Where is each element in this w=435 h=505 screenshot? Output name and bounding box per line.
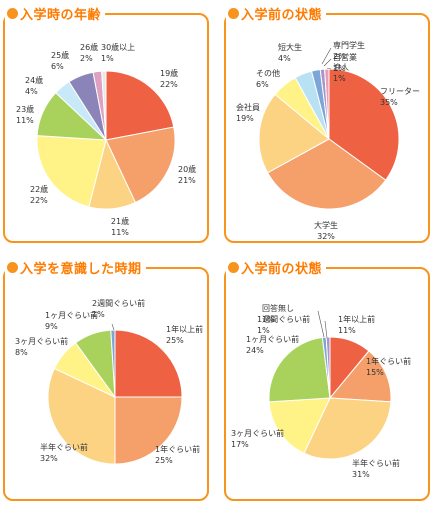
bullet-icon — [228, 262, 239, 273]
pie-slice-0-20歳 — [105, 126, 176, 204]
slice-label-1-その他: その他 6% — [256, 68, 280, 89]
pie-slice-3-3ヶ月ぐらい前 — [268, 397, 331, 454]
pie-slice-2-1年以上前 — [114, 329, 183, 398]
slice-label-3-回答無し: 回答無し 1% — [262, 303, 294, 324]
slice-label-0-22歳: 22歳 22% — [30, 184, 48, 205]
pie-slice-0-22歳 — [36, 135, 107, 208]
slice-label-0-20歳: 20歳 21% — [178, 164, 196, 185]
slice-label-0-26歳: 26歳 2% — [80, 42, 98, 63]
chart-title-status: 入学前の状態 — [241, 8, 323, 23]
slice-label-0-24歳: 24歳 4% — [25, 75, 43, 96]
pie-slice-3-1年ぐらい前 — [328, 350, 392, 403]
slice-label-0-25歳: 25歳 6% — [51, 50, 69, 71]
slice-label-0-23歳: 23歳 11% — [16, 104, 34, 125]
leader-line-1-0 — [321, 47, 332, 65]
pie-slice-1-会社員 — [258, 93, 330, 174]
chart-title-age: 入学時の年齢 — [20, 8, 102, 23]
pie-slice-2-半年ぐらい前 — [47, 367, 116, 465]
slice-label-1-フリーター: フリーター 35% — [380, 87, 420, 107]
pie-slice-0-19歳 — [105, 70, 175, 141]
bullet-icon — [7, 8, 18, 19]
leader-line-2-0 — [111, 323, 115, 331]
leader-line-1-2 — [326, 67, 332, 70]
pie-slice-3-回答無し — [325, 336, 331, 399]
slice-label-0-21歳: 21歳 11% — [111, 216, 129, 237]
pie-slice-3-1ヶ月ぐらい前 — [268, 336, 331, 403]
leader-line-1-1 — [323, 58, 332, 67]
pie-slice-2-1年ぐらい前 — [114, 396, 183, 465]
slice-label-1-浪人: 浪人 1% — [333, 62, 349, 83]
slice-label-1-専門学生: 専門学生 2% — [333, 40, 365, 61]
pie-slice-1-浪人 — [324, 68, 330, 140]
slice-label-1-自営業: 自営業 1% — [333, 52, 357, 73]
slice-label-3-1年ぐらい前: 1年ぐらい前 15% — [366, 356, 411, 377]
slice-label-2-3ヶ月ぐらい前: 3ヶ月ぐらい前 8% — [15, 336, 68, 357]
pie-slice-1-大学生 — [266, 138, 387, 210]
leader-line-3-0 — [324, 320, 328, 339]
chart-title-status-2: 入学前の状態 — [241, 262, 323, 277]
slice-label-3-1週間ぐらい前: 1週間ぐらい前 1% — [257, 314, 310, 335]
slice-label-1-短大生: 短大生 4% — [278, 42, 302, 63]
slice-label-2-2週間ぐらい前: 2週間ぐらい前 1% — [92, 298, 145, 319]
slice-label-2-1年以上前: 1年以上前 25% — [166, 324, 203, 345]
slice-label-2-半年ぐらい前: 半年ぐらい前 32% — [40, 442, 88, 463]
slice-label-2-1ヶ月ぐらい前: 1ヶ月ぐらい前 9% — [45, 310, 98, 331]
pie-slice-2-2週間ぐらい前 — [110, 329, 116, 398]
pie-slice-0-30歳以上 — [101, 70, 107, 141]
slice-label-0-19歳: 19歳 22% — [160, 68, 178, 89]
pie-slice-3-半年ぐらい前 — [303, 397, 392, 460]
pie-slice-1-フリーター — [328, 68, 400, 181]
slice-label-1-会社員: 会社員 19% — [236, 102, 260, 123]
slice-label-3-半年ぐらい前: 半年ぐらい前 31% — [352, 458, 400, 479]
slice-label-0-30歳以上: 30歳以上 1% — [101, 42, 135, 63]
slice-label-1-大学生: 大学生 32% — [314, 220, 338, 241]
slice-label-2-1年ぐらい前: 1年ぐらい前 25% — [155, 444, 200, 465]
bullet-icon — [228, 8, 239, 19]
slice-label-3-1年以上前: 1年以上前 11% — [338, 314, 375, 335]
slice-label-3-3ヶ月ぐらい前: 3ヶ月ぐらい前 17% — [231, 428, 284, 449]
chart-title-timing: 入学を意識した時期 — [20, 262, 142, 277]
bullet-icon — [7, 262, 18, 273]
leader-line-3-1 — [317, 310, 325, 338]
slice-label-3-1ヶ月ぐらい前: 1ヶ月ぐらい前 24% — [246, 334, 299, 355]
